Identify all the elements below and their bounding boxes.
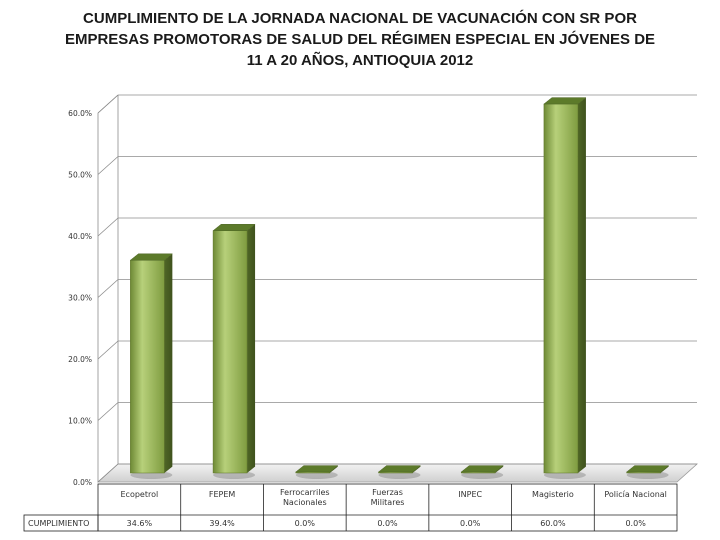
x-tick-label: Ferrocarriles Nacionales (280, 488, 330, 507)
x-tick-label-line: Militares (371, 498, 405, 507)
gridline-diagonal (97, 156, 119, 175)
data-label: 0.0% (460, 519, 481, 528)
x-tick-label: Ecopetrol (120, 490, 158, 499)
x-tick-label-line: FEPEM (209, 490, 236, 499)
bar-top (129, 253, 174, 261)
series-name: CUMPLIMIENTO (28, 519, 89, 528)
data-label: 34.6% (127, 519, 153, 528)
x-tick-label-line: Fuerzas (372, 488, 403, 497)
x-tick-label-line: INPEC (458, 490, 482, 499)
chart-title: CUMPLIMIENTO DE LA JORNADA NACIONAL DE V… (40, 8, 680, 71)
y-tick-label: 20.0% (68, 355, 92, 364)
bar-top (212, 224, 256, 231)
x-tick-label-line: Policía Nacional (604, 490, 667, 499)
x-tick-label: Policía Nacional (604, 490, 667, 499)
gridline-diagonal (97, 94, 119, 114)
y-tick-label: 60.0% (68, 109, 92, 118)
bar-top (625, 465, 670, 473)
bar-side (247, 224, 256, 473)
y-tick-label: 40.0% (68, 232, 92, 241)
x-tick-label-line: Ecopetrol (120, 490, 158, 499)
bar (543, 97, 587, 479)
data-label: 39.4% (209, 519, 235, 528)
bar (212, 224, 256, 479)
plot-area: 0.0% 10.0% 20.0% 30.0% 40.0% 50.0% 60.0% CUMPLI… (23, 94, 699, 532)
y-tick-label: 50.0% (68, 171, 92, 180)
title-line-2: EMPRESAS PROMOTORAS DE SALUD DEL RÉGIMEN… (64, 31, 656, 48)
bar (625, 465, 670, 479)
data-table-header-cell (23, 514, 99, 532)
bar-front (543, 103, 579, 474)
title-line-1: CUMPLIMIENTO DE LA JORNADA NACIONAL DE V… (83, 10, 637, 27)
x-tick-label-line: Nacionales (283, 498, 327, 507)
gridline-diagonal (97, 463, 119, 483)
bar-front (130, 259, 165, 474)
data-label: 0.0% (377, 519, 398, 528)
data-label: 0.0% (295, 519, 316, 528)
bar (460, 465, 504, 479)
bar (129, 253, 174, 479)
x-tick-label: Magisterio (532, 490, 574, 499)
gridline-diagonal (97, 340, 119, 360)
x-tick-label: FEPEM (209, 490, 236, 499)
data-label: 60.0% (540, 519, 566, 528)
bar-top (295, 465, 339, 473)
bar-side (164, 253, 173, 473)
gridline-diagonal (97, 217, 119, 237)
bar-front (212, 230, 248, 474)
x-tick-label-line: Magisterio (532, 490, 574, 499)
y-tick-label: 0.0% (73, 478, 92, 487)
bar-top (460, 465, 504, 473)
title-line-3: 11 A 20 AÑOS, ANTIOQUIA 2012 (246, 52, 474, 69)
data-table-frame (97, 483, 678, 532)
gridline-diagonal (97, 402, 119, 421)
gridline-diagonal (97, 279, 119, 298)
x-tick-label-line: Ferrocarriles (280, 488, 330, 497)
bar (295, 465, 339, 479)
y-tick-label: 10.0% (68, 417, 92, 426)
bar-side (577, 97, 586, 473)
x-tick-label: INPEC (458, 490, 482, 499)
bar (377, 465, 422, 479)
x-tick-label: Fuerzas Militares (371, 488, 405, 507)
y-tick-label: 30.0% (68, 294, 92, 303)
data-label: 0.0% (625, 519, 646, 528)
bar-top (377, 465, 422, 473)
bar-top (543, 97, 587, 105)
